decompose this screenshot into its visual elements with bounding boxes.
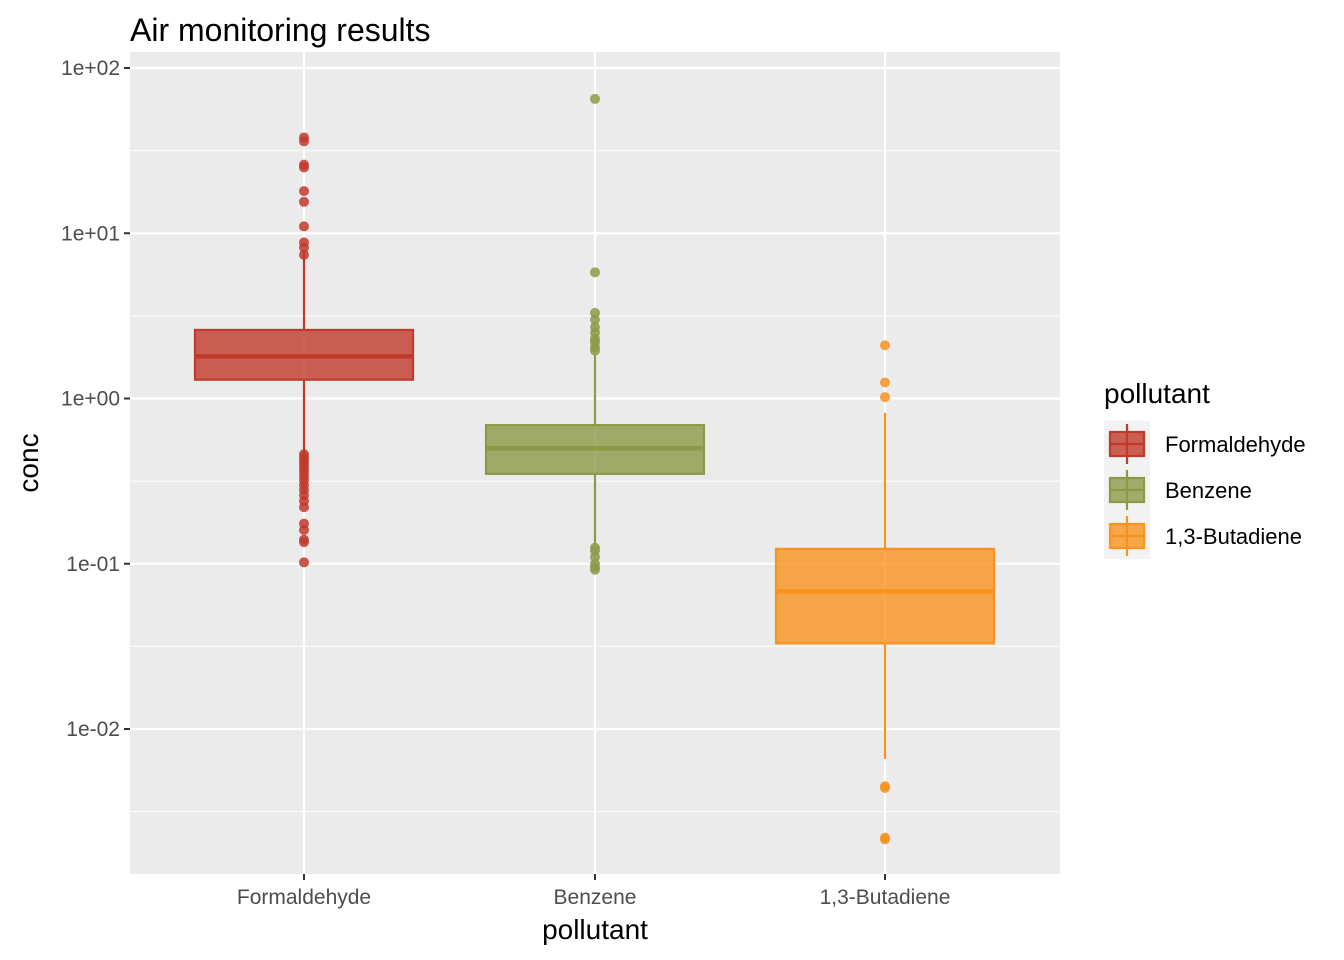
outlier-point [590,307,600,318]
legend-label: Benzene [1165,478,1252,503]
outlier-point [590,314,600,325]
outlier-point [299,196,309,207]
outlier-point [590,564,600,575]
outlier-point [590,93,600,104]
outlier-point [299,525,309,536]
outlier-point [299,221,309,232]
outlier-point [880,377,890,388]
outlier-point [299,249,309,260]
x-tick-label: 1,3-Butadiene [820,886,951,909]
outlier-point [880,782,890,793]
legend-title: pollutant [1104,378,1210,409]
x-axis-title: pollutant [542,914,648,945]
legend: pollutant Formaldehyde Benzene 1,3-Butadie… [1104,378,1306,559]
outlier-point [299,242,309,253]
legend-item-benzene: Benzene [1108,470,1252,510]
chart-title: Air monitoring results [130,12,431,48]
legend-label: Formaldehyde [1165,432,1306,457]
box-iqr [774,547,996,645]
box-benzene [484,93,706,575]
outlier-point [299,186,309,197]
y-axis-title: conc [13,433,44,492]
outlier-point [590,345,600,356]
outlier-point [299,136,309,147]
y-tick-label: 1e+02 [61,57,120,80]
legend-item-formaldehyde: Formaldehyde [1108,424,1306,464]
box-formaldehyde [193,132,415,568]
box-1-3-butadiene [774,340,996,845]
outlier-point [880,340,890,351]
y-tick-label: 1e+00 [61,388,120,411]
outlier-point [590,551,600,562]
y-tick-label: 1e-02 [66,718,120,741]
box-layer [193,93,996,845]
outlier-point [299,162,309,173]
x-tick-label: Formaldehyde [237,886,371,909]
x-tick-label: Benzene [554,886,637,909]
x-axis: Formaldehyde Benzene 1,3-Butadiene [237,874,951,909]
outlier-point [299,502,309,513]
y-axis: 1e+02 1e+01 1e+00 1e-01 1e-02 [61,57,130,741]
legend-item-1-3-butadiene: 1,3-Butadiene [1108,516,1302,556]
outlier-point [590,267,600,278]
y-tick-label: 1e-01 [66,553,120,576]
outlier-point [299,537,309,548]
legend-label: 1,3-Butadiene [1165,524,1302,549]
outlier-point [880,834,890,845]
outlier-point [299,557,309,568]
y-tick-label: 1e+01 [61,222,120,245]
outlier-point [880,392,890,403]
